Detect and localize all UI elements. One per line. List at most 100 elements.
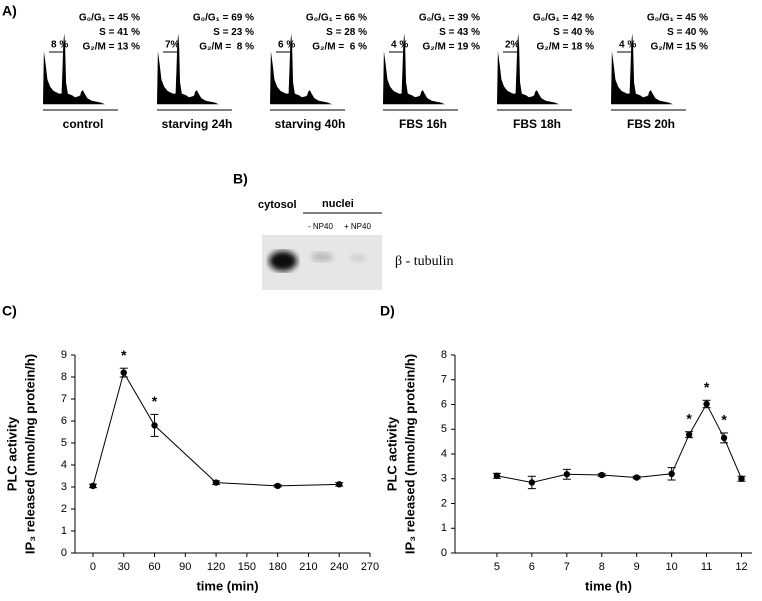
phase-stat: G₂/M = 18 %	[536, 42, 594, 53]
phase-stat: G₂/M = 6 %	[312, 42, 367, 53]
phase-stat: G₂/M = 15 %	[650, 42, 708, 53]
y-tick-label: 4	[441, 448, 447, 460]
x-tick-label: 8	[599, 561, 605, 573]
phase-stat: G₂/M = 19 %	[422, 42, 480, 53]
point	[703, 400, 710, 408]
y-tick-label: 2	[61, 503, 67, 515]
x-tick-label: 210	[299, 561, 317, 573]
x-tick-label: 11	[701, 561, 712, 573]
lane-label: + NP40	[344, 222, 371, 231]
x-tick-label: 240	[330, 561, 348, 573]
y-tick-label: 6	[441, 398, 447, 410]
caption: FBS 18h	[513, 117, 561, 131]
point	[151, 422, 158, 429]
phase-stat: S = 40 %	[667, 27, 708, 38]
x-tick-label: 270	[361, 561, 379, 573]
data-line	[92, 371, 340, 487]
panel-label: B)	[233, 171, 248, 187]
phase-stat: G₂/M = 13 %	[82, 42, 140, 53]
sub-g1: 4 %	[619, 40, 636, 51]
caption: FBS 20h	[627, 117, 675, 131]
x-tick-label: 12	[735, 561, 747, 573]
panel-a: A) 8 % G₀/G₁ = 45 % S = 41 % G₂/M = 13 % cont…	[2, 3, 708, 131]
phase-stat: G₀/G₁ = 45 %	[79, 13, 140, 24]
y-tick-label: 9	[61, 349, 67, 361]
y-tick-label: 3	[441, 473, 447, 485]
y-axis-title: IP₃ released (nmol/mg protein/h)	[22, 354, 37, 554]
phase-stat: G₀/G₁ = 45 %	[647, 13, 708, 24]
x-tick-label: 180	[268, 561, 286, 573]
sub-g1: 2%	[505, 40, 520, 51]
point	[720, 434, 728, 442]
sub-g1: 4 %	[391, 40, 408, 51]
sub-g1: 6 %	[278, 40, 295, 51]
significance: *	[121, 347, 127, 363]
caption: FBS 16h	[399, 117, 447, 131]
x-axis-title: time (min)	[196, 578, 258, 593]
x-axis-title: time (h)	[585, 578, 632, 593]
x-tick-label: 6	[529, 561, 535, 573]
phase-stat: S = 43 %	[439, 27, 480, 38]
band	[350, 254, 366, 262]
lane-label: cytosol	[258, 199, 297, 211]
y-tick-label: 5	[441, 423, 447, 435]
y-tick-label: 7	[61, 393, 67, 405]
sub-g1: 8 %	[51, 40, 68, 51]
x-tick-label: 7	[564, 561, 570, 573]
point	[668, 470, 675, 477]
y-axis-title: PLC activity	[4, 416, 19, 491]
significance: *	[152, 393, 158, 409]
panel-label: C)	[2, 303, 17, 319]
point	[633, 474, 640, 481]
lane-label: - NP40	[308, 222, 333, 231]
y-tick-label: 1	[61, 525, 67, 537]
y-tick-label: 7	[441, 374, 447, 386]
significance: *	[721, 412, 727, 428]
x-tick-label: 30	[118, 561, 130, 573]
y-tick-label: 2	[441, 497, 447, 509]
y-tick-label: 1	[441, 522, 447, 534]
phase-stat: S = 23 %	[213, 27, 254, 38]
phase-stat: G₀/G₁ = 42 %	[533, 13, 594, 24]
x-tick-label: 60	[148, 561, 160, 573]
point	[528, 479, 536, 486]
x-tick-label: 9	[634, 561, 640, 573]
band	[269, 251, 297, 271]
phase-stat: G₀/G₁ = 69 %	[193, 13, 254, 24]
caption: starving 40h	[275, 117, 346, 131]
y-tick-label: 5	[61, 437, 67, 449]
x-tick-label: 0	[90, 561, 96, 573]
point	[685, 431, 693, 438]
significance: *	[704, 379, 710, 395]
panel-label: A)	[2, 3, 17, 19]
sub-g1: 7%	[165, 40, 180, 51]
caption: starving 24h	[162, 117, 233, 131]
point	[212, 479, 220, 486]
phase-stat: S = 41 %	[99, 27, 140, 38]
phase-stat: G₀/G₁ = 39 %	[419, 13, 480, 24]
phase-stat: G₀/G₁ = 66 %	[306, 13, 367, 24]
significance: *	[686, 410, 692, 426]
y-tick-label: 8	[61, 371, 67, 383]
point	[89, 482, 97, 490]
phase-stat: S = 28 %	[326, 27, 367, 38]
y-tick-label: 3	[61, 481, 67, 493]
y-tick-label: 6	[61, 415, 67, 427]
y-tick-label: 8	[441, 349, 447, 361]
point	[336, 481, 343, 488]
point	[120, 369, 127, 376]
lane-label: nuclei	[322, 198, 354, 210]
data-line	[496, 402, 742, 483]
x-tick-label: 10	[666, 561, 678, 573]
x-tick-label: 150	[238, 561, 256, 573]
panel-label: D)	[380, 303, 395, 319]
y-axis-title: PLC activity	[384, 416, 399, 491]
panel-b: B) cytosol nuclei - NP40 + NP40 β - tubu…	[233, 171, 453, 290]
point	[493, 472, 501, 479]
x-tick-label: 5	[494, 561, 500, 573]
phase-stat: S = 40 %	[553, 27, 594, 38]
protein-label: β - tubulin	[395, 254, 453, 269]
y-tick-label: 0	[61, 547, 67, 559]
caption: control	[63, 117, 104, 131]
